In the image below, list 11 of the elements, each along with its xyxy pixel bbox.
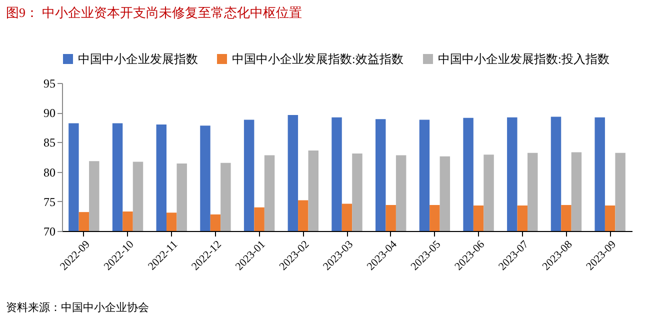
legend-label: 中国中小企业发展指数:效益指数	[232, 52, 404, 66]
text: 资料来源：中国中小企业协会	[6, 301, 149, 315]
y-tick-label: 95	[44, 76, 56, 90]
y-tick-label: 75	[44, 194, 56, 209]
y-tick-label: 85	[44, 136, 56, 150]
y-tick-label: 70	[44, 224, 56, 238]
legend-label: 中国中小企业发展指数:投入指数	[438, 52, 610, 66]
y-tick-label: 90	[44, 106, 56, 120]
chart-title: 图9： 中小企业资本开支尚未修复至常态化中枢位置	[6, 4, 302, 22]
legend-label: 中国中小企业发展指数	[78, 52, 198, 66]
y-tick-label: 80	[44, 165, 56, 180]
